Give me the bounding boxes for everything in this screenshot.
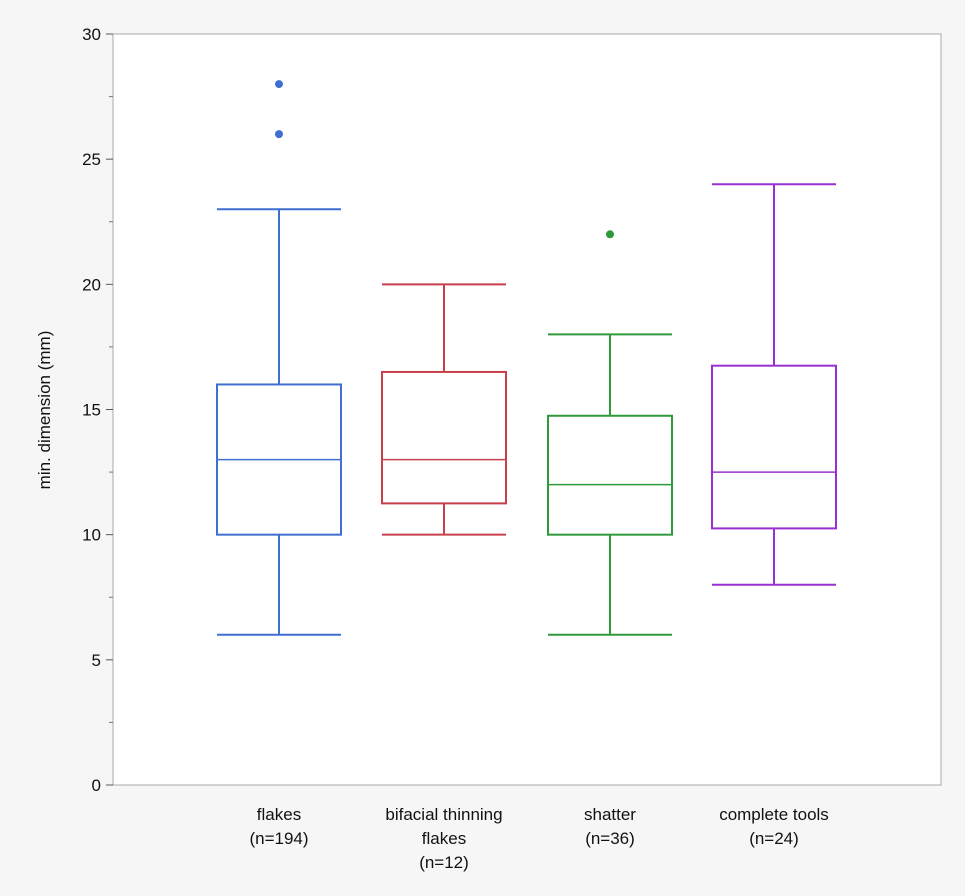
y-tick-label: 25 bbox=[82, 150, 101, 169]
outlier-point bbox=[275, 80, 283, 89]
outlier-point bbox=[275, 130, 283, 139]
y-tick-label: 15 bbox=[82, 401, 101, 420]
y-tick-label: 5 bbox=[92, 651, 101, 670]
iqr-box bbox=[711, 364, 837, 530]
category-label: (n=12) bbox=[419, 853, 469, 872]
box-group bbox=[547, 230, 673, 636]
outlier-point bbox=[606, 230, 614, 239]
box-groups bbox=[216, 80, 837, 636]
box-group bbox=[216, 80, 342, 636]
category-label: flakes bbox=[257, 805, 301, 824]
y-tick-label: 0 bbox=[92, 776, 101, 795]
y-axis-label: min. dimension (mm) bbox=[35, 331, 54, 490]
category-label: complete tools bbox=[719, 805, 829, 824]
x-axis-labels: flakes (n=194) bifacial thinning flakes (n=1… bbox=[249, 805, 828, 872]
iqr-box bbox=[547, 414, 673, 536]
y-axis: 0 5 10 15 20 25 30 bbox=[82, 25, 113, 795]
category-label: (n=36) bbox=[585, 829, 635, 848]
box-group bbox=[381, 283, 507, 536]
y-tick-label: 20 bbox=[82, 275, 101, 294]
iqr-box bbox=[381, 370, 507, 505]
category-label: flakes bbox=[422, 829, 466, 848]
y-tick-label: 30 bbox=[82, 25, 101, 44]
category-label: shatter bbox=[584, 805, 636, 824]
category-label: (n=24) bbox=[749, 829, 799, 848]
y-tick-label: 10 bbox=[82, 526, 101, 545]
box-group bbox=[711, 183, 837, 586]
category-label: (n=194) bbox=[249, 829, 308, 848]
category-label: bifacial thinning bbox=[385, 805, 502, 824]
